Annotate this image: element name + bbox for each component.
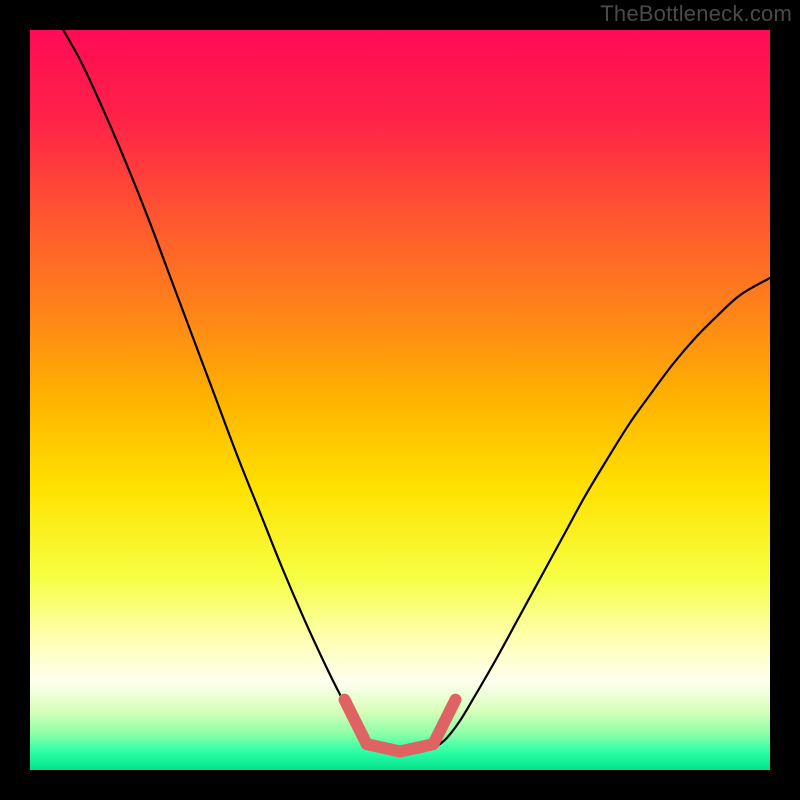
plot-background — [30, 30, 770, 770]
chart-svg — [0, 0, 800, 800]
bottleneck-chart: TheBottleneck.com — [0, 0, 800, 800]
